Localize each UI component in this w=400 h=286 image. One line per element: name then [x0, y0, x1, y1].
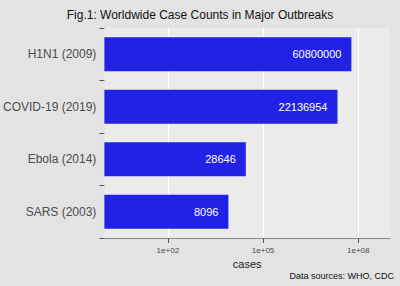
- svg-text:60800000: 60800000: [292, 48, 341, 60]
- svg-text:cases: cases: [233, 258, 262, 270]
- svg-text:1e+05: 1e+05: [252, 246, 275, 255]
- svg-text:22136954: 22136954: [279, 101, 328, 113]
- svg-text:Ebola (2014): Ebola (2014): [28, 152, 97, 166]
- svg-text:28646: 28646: [205, 153, 236, 165]
- svg-text:Data sources: WHO, CDC: Data sources: WHO, CDC: [289, 271, 394, 281]
- svg-text:8096: 8096: [194, 206, 218, 218]
- svg-text:H1N1 (2009): H1N1 (2009): [28, 47, 97, 61]
- svg-text:1e+08: 1e+08: [347, 246, 370, 255]
- svg-text:SARS (2003): SARS (2003): [26, 205, 97, 219]
- svg-text:COVID-19 (2019): COVID-19 (2019): [3, 100, 96, 114]
- svg-text:Fig.1: Worldwide Case Counts i: Fig.1: Worldwide Case Counts in Major Ou…: [67, 8, 334, 22]
- svg-text:1e+02: 1e+02: [157, 246, 180, 255]
